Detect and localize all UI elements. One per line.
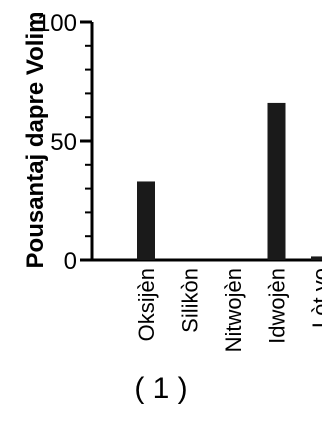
x-tick-label: Lòt yo	[308, 268, 322, 328]
bar	[311, 256, 322, 260]
y-tick-label: 100	[37, 10, 77, 37]
y-tick-label: 0	[64, 248, 77, 275]
x-tick-labels: Oksijèn Silikòn Nitwojèn Idwojèn Lòt yo	[134, 268, 322, 352]
y-axis-label: Pousantaj dapre Volim	[22, 12, 49, 269]
y-tick-labels: 0 50 100	[37, 10, 77, 275]
bars	[137, 102, 322, 260]
x-tick-label: Idwojèn	[265, 268, 290, 344]
bar	[267, 102, 286, 260]
y-tick-label: 50	[50, 129, 77, 156]
axes	[80, 20, 322, 262]
bar	[137, 181, 155, 260]
x-tick-label: Silikòn	[178, 268, 203, 333]
panel-label: ( 1 )	[134, 372, 188, 405]
x-tick-label: Nitwojèn	[221, 268, 246, 352]
x-tick-label: Oksijèn	[134, 268, 159, 341]
